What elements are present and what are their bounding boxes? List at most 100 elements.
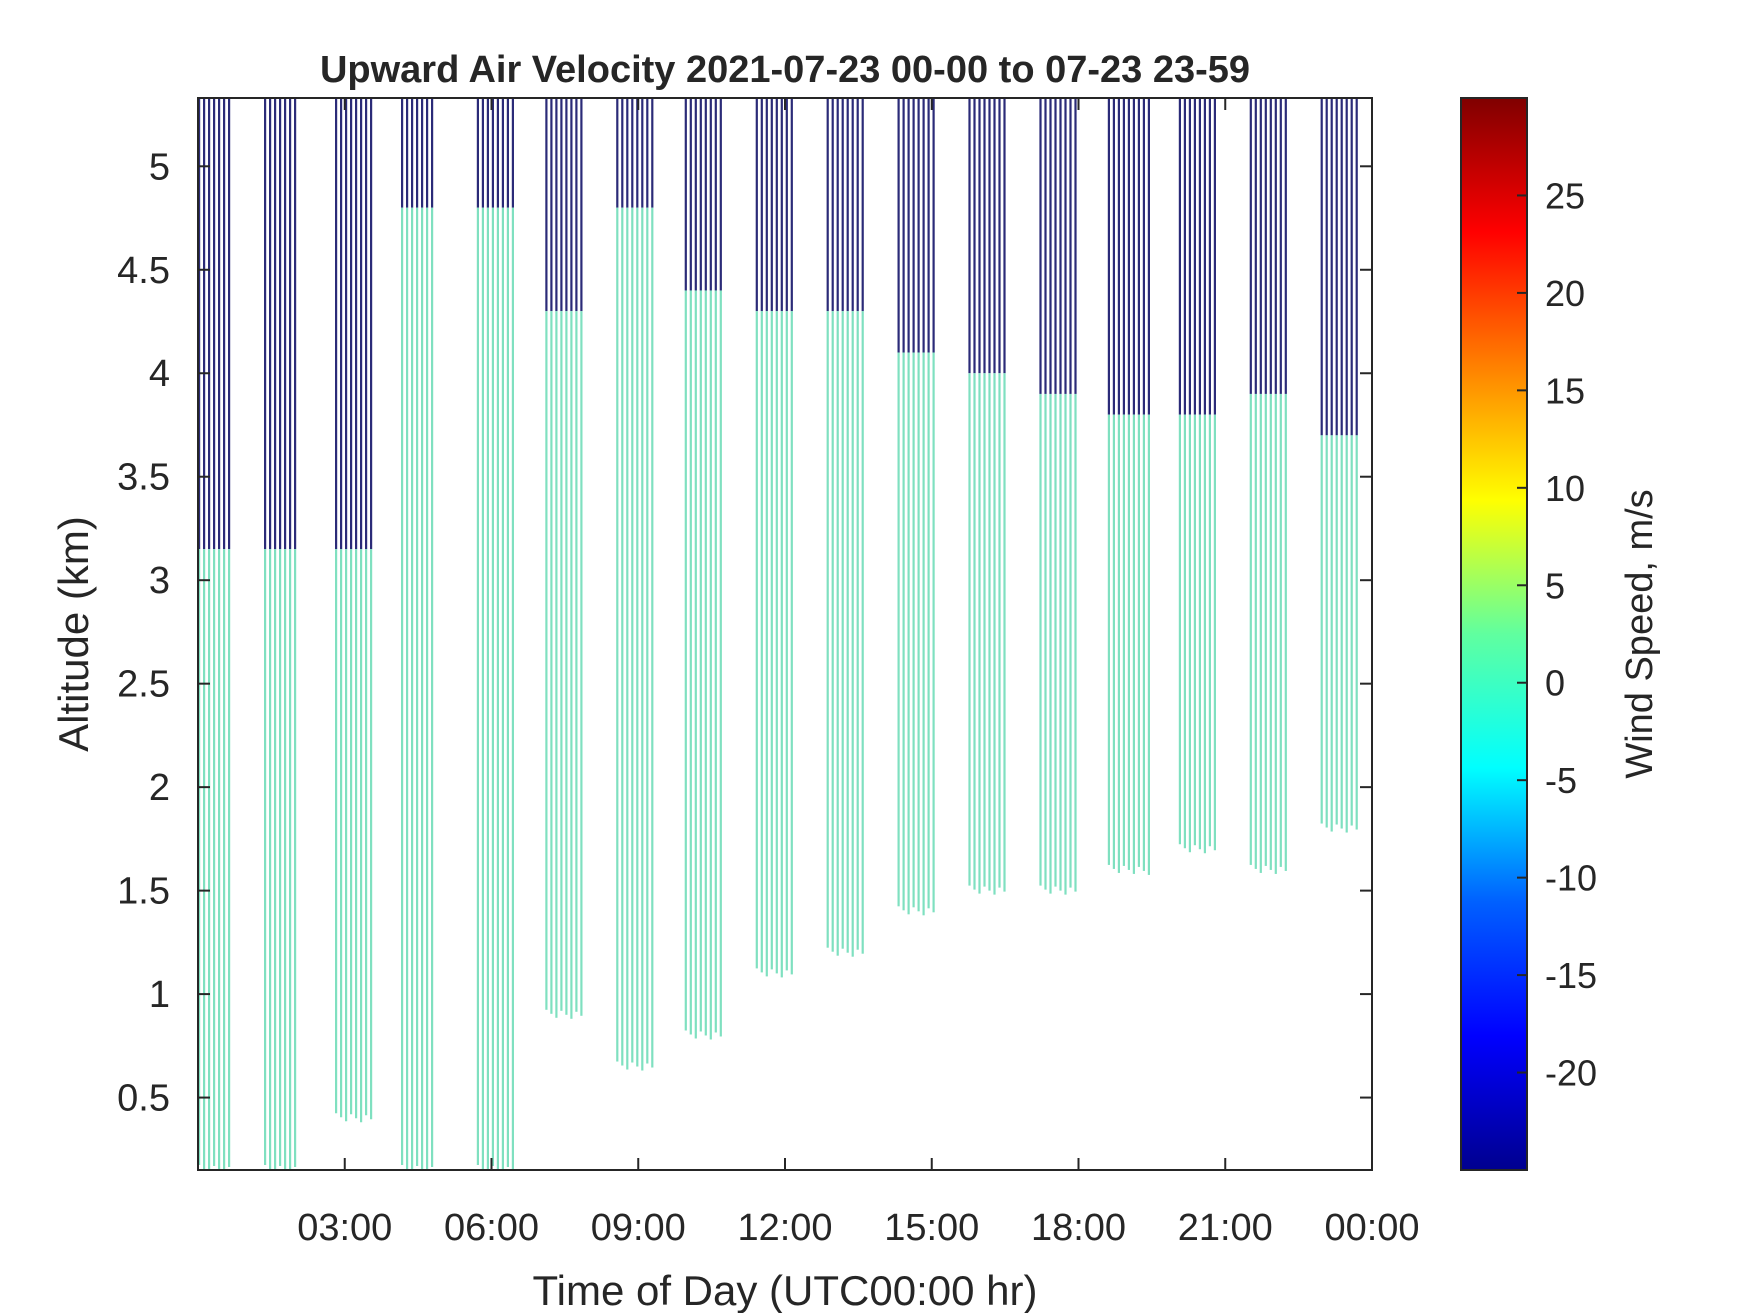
cell-dark bbox=[770, 98, 773, 312]
cell-green bbox=[714, 290, 717, 1033]
cell-dark bbox=[421, 98, 424, 208]
cell-green bbox=[203, 549, 206, 1169]
colorbar-tick-label: -5 bbox=[1545, 760, 1577, 801]
cell-green bbox=[641, 207, 644, 1071]
cell-green bbox=[411, 207, 414, 1170]
heatmap-block-11 bbox=[897, 98, 935, 916]
cell-green bbox=[785, 311, 788, 971]
x-axis-label: Time of Day (UTC00:00 hr) bbox=[533, 1267, 1038, 1313]
cell-green bbox=[575, 311, 578, 1012]
cell-dark bbox=[709, 98, 712, 291]
cell-dark bbox=[841, 98, 844, 312]
cell-dark bbox=[1188, 98, 1191, 415]
cell-dark bbox=[1183, 98, 1186, 415]
cell-dark bbox=[1198, 98, 1201, 415]
cell-green bbox=[570, 311, 573, 1019]
cell-green bbox=[998, 373, 1001, 888]
cell-green bbox=[932, 352, 935, 913]
cell-dark bbox=[1249, 98, 1252, 394]
cell-dark bbox=[1335, 98, 1338, 436]
colorbar-tick-label: 5 bbox=[1545, 565, 1565, 606]
cell-dark bbox=[284, 98, 287, 550]
cell-green bbox=[406, 207, 409, 1169]
cell-dark bbox=[780, 98, 783, 312]
cell-dark bbox=[983, 98, 986, 374]
cell-green bbox=[213, 549, 216, 1166]
cell-dark bbox=[861, 98, 864, 312]
cell-dark bbox=[1213, 98, 1216, 415]
cell-green bbox=[1330, 435, 1333, 832]
cell-green bbox=[365, 549, 368, 1116]
cell-dark bbox=[355, 98, 358, 550]
cell-dark bbox=[1059, 98, 1062, 394]
cell-dark bbox=[279, 98, 282, 550]
cell-green bbox=[1325, 435, 1328, 828]
cell-green bbox=[917, 352, 920, 912]
cell-dark bbox=[269, 98, 272, 550]
cell-dark bbox=[370, 98, 373, 550]
cell-dark bbox=[1284, 98, 1287, 394]
cell-green bbox=[897, 352, 900, 907]
colorbar-tick-label: 25 bbox=[1545, 175, 1585, 216]
cell-dark bbox=[560, 98, 563, 312]
cell-green bbox=[988, 373, 991, 891]
cell-dark bbox=[1049, 98, 1052, 394]
cell-green bbox=[345, 549, 348, 1122]
cell-dark bbox=[289, 98, 292, 550]
cell-dark bbox=[1039, 98, 1042, 394]
cell-green bbox=[416, 207, 419, 1166]
cell-green bbox=[1350, 435, 1353, 826]
cell-dark bbox=[851, 98, 854, 312]
cell-dark bbox=[545, 98, 548, 312]
cell-green bbox=[902, 352, 905, 911]
heatmap-block-1 bbox=[198, 98, 231, 1170]
cell-dark bbox=[775, 98, 778, 312]
y-tick-label: 1.5 bbox=[117, 871, 170, 913]
cell-dark bbox=[694, 98, 697, 291]
cell-dark bbox=[1203, 98, 1206, 415]
cell-dark bbox=[684, 98, 687, 291]
cell-dark bbox=[481, 98, 484, 208]
cell-dark bbox=[973, 98, 976, 374]
cell-green bbox=[223, 549, 226, 1170]
cell-dark bbox=[988, 98, 991, 374]
heatmap-block-2 bbox=[264, 98, 297, 1170]
heatmap-block-5 bbox=[476, 98, 514, 1170]
cell-green bbox=[476, 207, 479, 1165]
cell-green bbox=[631, 207, 634, 1063]
cell-green bbox=[1069, 393, 1072, 888]
x-tick-label: 21:00 bbox=[1178, 1207, 1273, 1249]
cell-dark bbox=[636, 98, 639, 208]
heatmap-block-12 bbox=[968, 98, 1006, 895]
cell-green bbox=[684, 290, 687, 1031]
cell-dark bbox=[228, 98, 231, 550]
cell-green bbox=[565, 311, 568, 1015]
plot-area bbox=[198, 98, 1372, 1170]
heatmap-block-9 bbox=[755, 98, 793, 978]
y-tick-label: 3 bbox=[149, 560, 170, 602]
cell-green bbox=[1320, 435, 1323, 824]
cell-dark bbox=[846, 98, 849, 312]
cell-dark bbox=[998, 98, 1001, 374]
colorbar bbox=[1460, 97, 1528, 1171]
cell-dark bbox=[917, 98, 920, 353]
cell-dark bbox=[218, 98, 221, 550]
colorbar-tick-label: -20 bbox=[1545, 1053, 1597, 1094]
cell-green bbox=[1127, 414, 1130, 870]
cell-green bbox=[699, 290, 702, 1032]
cell-green bbox=[335, 549, 338, 1114]
cell-green bbox=[1183, 414, 1186, 849]
cell-green bbox=[636, 207, 639, 1067]
y-tick-label: 2 bbox=[149, 767, 170, 809]
heatmap-block-7 bbox=[616, 98, 654, 1071]
cell-dark bbox=[826, 98, 829, 312]
cell-dark bbox=[294, 98, 297, 550]
cell-green bbox=[912, 352, 915, 908]
cell-dark bbox=[213, 98, 216, 550]
cell-dark bbox=[1132, 98, 1135, 415]
x-tick-label: 12:00 bbox=[737, 1207, 832, 1249]
cell-dark bbox=[580, 98, 583, 312]
cell-dark bbox=[902, 98, 905, 353]
cell-dark bbox=[1069, 98, 1072, 394]
cell-dark bbox=[651, 98, 654, 208]
